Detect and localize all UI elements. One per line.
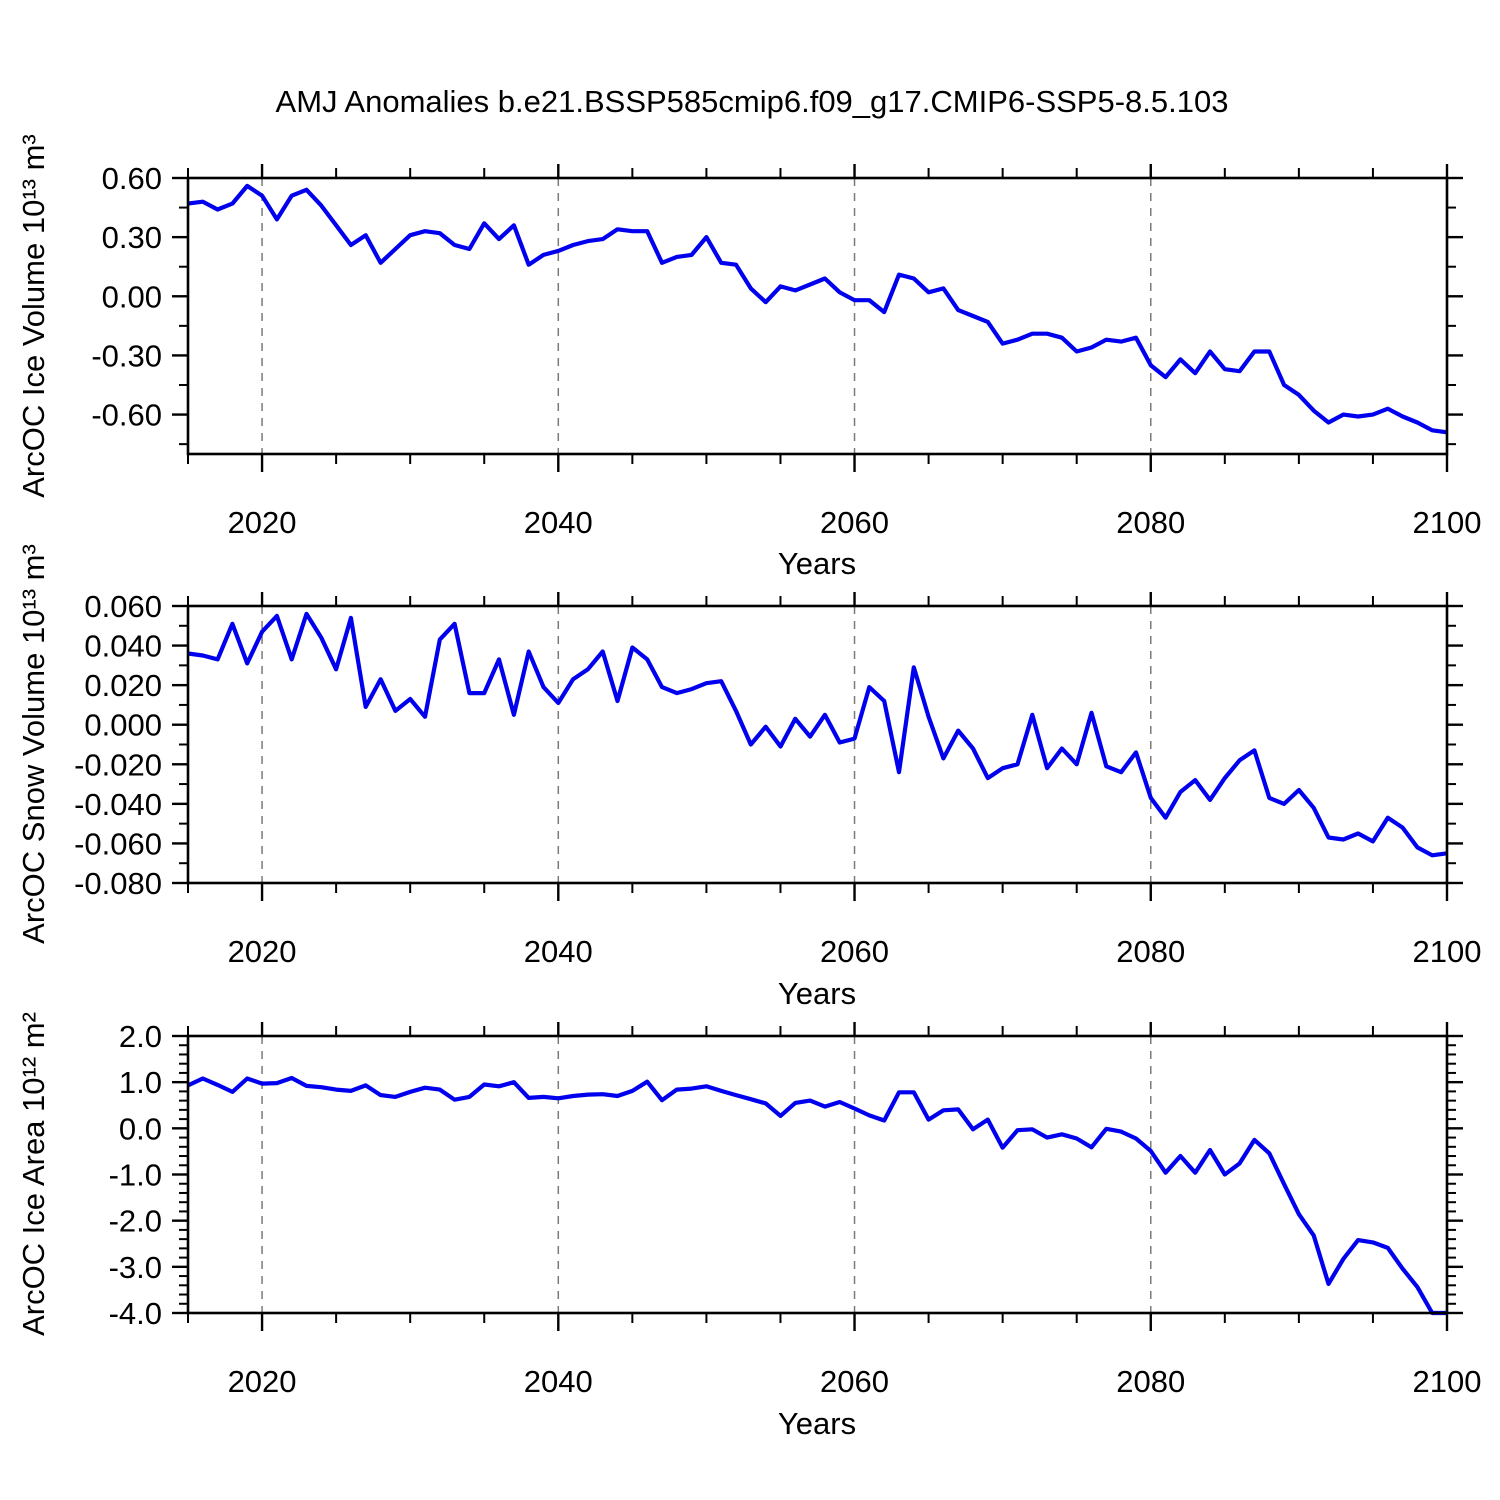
x-tick-label: 2040 (524, 505, 593, 540)
x-tick-label: 2020 (228, 1364, 297, 1399)
x-tick-label: 2080 (1116, 934, 1185, 969)
y-tick-label: -0.080 (74, 866, 162, 901)
x-tick-label: 2040 (524, 1364, 593, 1399)
y-tick-label: 0.060 (84, 589, 162, 624)
x-tick-label: 2080 (1116, 505, 1185, 540)
x-tick-label: 2060 (820, 505, 889, 540)
data-line-panel1 (187, 183, 1448, 435)
x-tick-label: 2100 (1413, 505, 1482, 540)
y-tick-label: 1.0 (119, 1065, 162, 1100)
figure-title: AMJ Anomalies b.e21.BSSP585cmip6.f09_g17… (275, 84, 1229, 119)
y-tick-label: -0.040 (74, 787, 162, 822)
panel2-x-axis-label: Years (777, 976, 857, 1011)
y-tick-label: -1.0 (109, 1158, 162, 1193)
data-line-panel3 (187, 1075, 1447, 1316)
x-tick-label: 2020 (228, 505, 297, 540)
y-tick-label: 0.0 (119, 1111, 162, 1146)
y-tick-label: -4.0 (109, 1296, 162, 1331)
panel3-x-axis-label: Years (777, 1406, 857, 1441)
y-tick-label: -2.0 (109, 1204, 162, 1239)
x-tick-label: 2080 (1116, 1364, 1185, 1399)
x-tick-label: 2060 (820, 934, 889, 969)
x-tick-label: 2100 (1413, 934, 1482, 969)
y-tick-label: 2.0 (119, 1019, 162, 1054)
y-tick-label: -0.30 (91, 338, 162, 373)
y-tick-label: 0.020 (84, 668, 162, 703)
x-tick-label: 2060 (820, 1364, 889, 1399)
y-tick-label: -3.0 (109, 1250, 162, 1285)
y-tick-label: 0.30 (102, 220, 162, 255)
plot-frame-panel1 (186, 176, 1449, 456)
panel1-x-axis-label: Years (777, 546, 857, 581)
y-tick-label: 0.040 (84, 629, 162, 664)
plot-frame-panel3 (186, 1034, 1449, 1315)
plot-frame-panel2 (186, 604, 1449, 885)
y-tick-label: 0.00 (102, 279, 162, 314)
y-tick-label: -0.60 (91, 398, 162, 433)
y-tick-label: -0.020 (74, 747, 162, 782)
y-tick-label: -0.060 (74, 826, 162, 861)
y-tick-label: 0.000 (84, 708, 162, 743)
x-tick-label: 2040 (524, 934, 593, 969)
data-line-panel2 (187, 611, 1448, 858)
y-tick-label: 0.60 (102, 161, 162, 196)
x-tick-label: 2020 (228, 934, 297, 969)
x-tick-label: 2100 (1413, 1364, 1482, 1399)
